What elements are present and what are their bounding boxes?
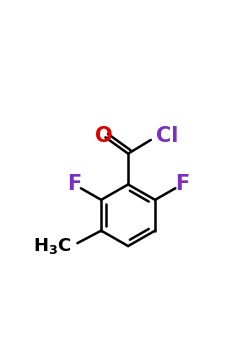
Text: Cl: Cl (156, 126, 178, 146)
Text: F: F (175, 174, 189, 195)
Text: O: O (95, 126, 112, 146)
Text: F: F (67, 174, 81, 195)
Text: $\mathregular{H_3C}$: $\mathregular{H_3C}$ (33, 236, 72, 256)
